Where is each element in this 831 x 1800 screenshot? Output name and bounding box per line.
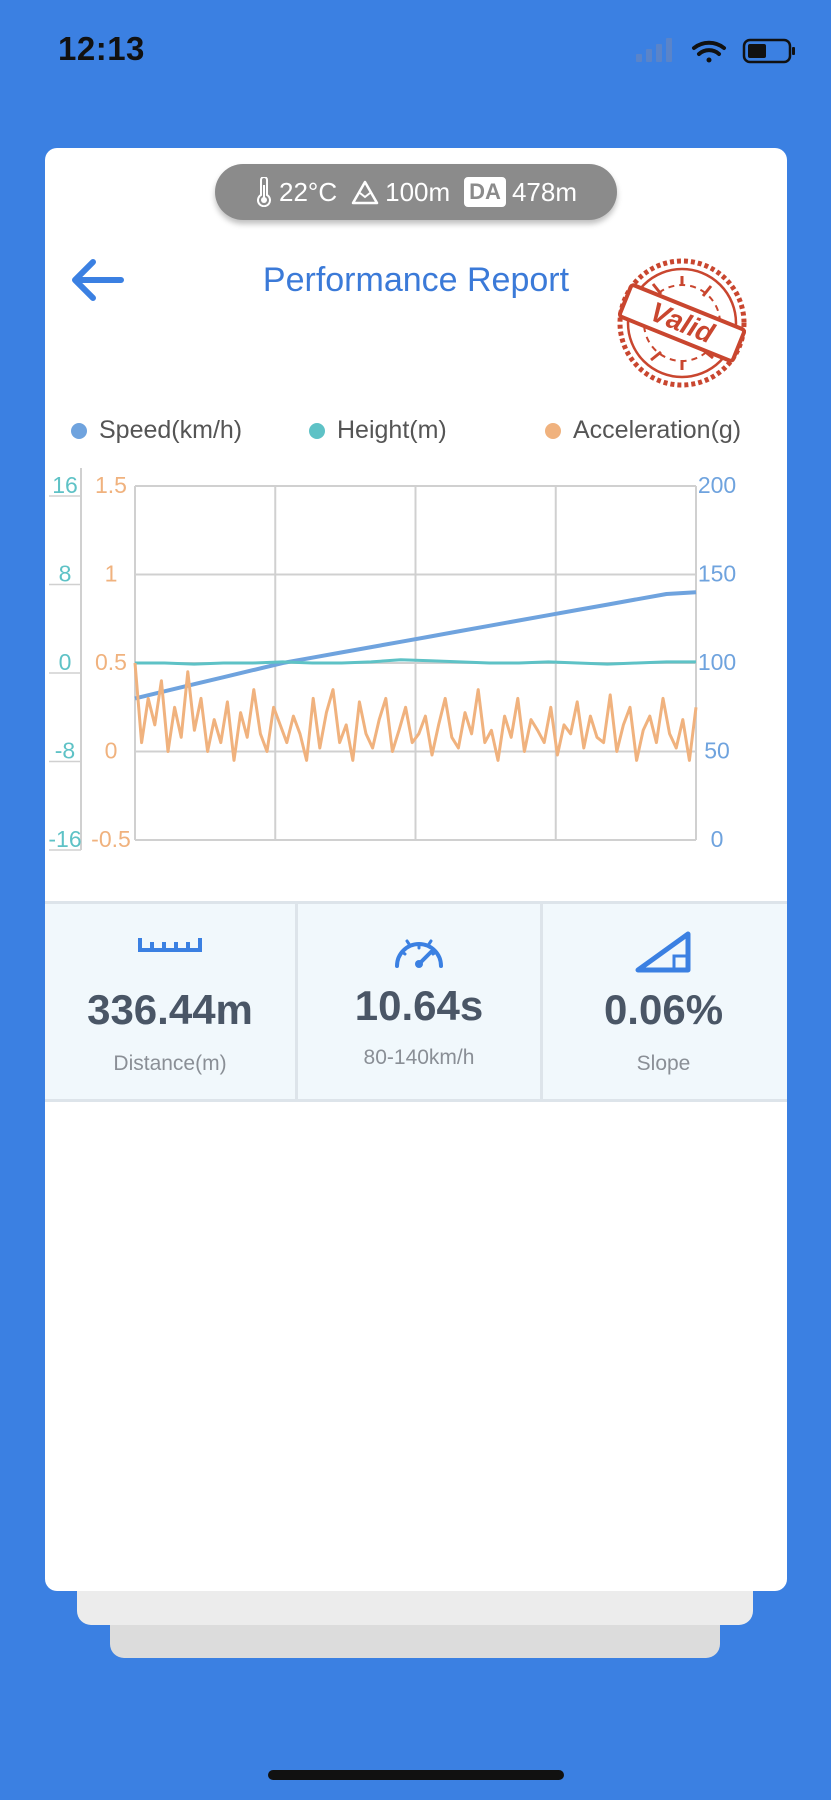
- altitude-item: 100m: [351, 177, 450, 208]
- chart-legend: Speed(km/h) Height(m) Acceleration(g): [45, 416, 787, 456]
- status-icons: [636, 38, 795, 64]
- temperature-item: 22°C: [255, 177, 337, 208]
- home-indicator[interactable]: [268, 1770, 564, 1780]
- altitude-value: 100m: [385, 176, 451, 207]
- height-tick-label: -8: [55, 738, 75, 764]
- speed-tick-label: 150: [698, 561, 736, 587]
- acceleration-tick-label: 0.5: [95, 649, 127, 675]
- distance-label: Distance(m): [113, 1052, 227, 1075]
- density-altitude-value: 478m: [511, 176, 577, 207]
- performance-chart: 16 8 0 -8 -16 1.5 1 0.5 0 -0.5 200 150 100 50 0: [48, 468, 736, 852]
- slope-label: Slope: [636, 1052, 691, 1075]
- speedometer-icon: [395, 939, 443, 968]
- speed-tick-label: 50: [704, 738, 730, 764]
- back-arrow-icon[interactable]: [67, 256, 125, 304]
- page-title: Performance Report: [262, 261, 570, 299]
- da-badge: DA: [464, 177, 506, 207]
- legend-dot-speed: [71, 422, 87, 439]
- slope-icon: [635, 931, 690, 973]
- density-altitude-item: DA 478m: [464, 177, 577, 208]
- legend-label-acceleration: Acceleration(g): [573, 416, 742, 444]
- mountain-icon: [351, 180, 379, 205]
- wifi-icon: [692, 40, 726, 63]
- ruler-icon: [138, 938, 202, 952]
- height-tick-label: 16: [52, 472, 78, 498]
- legend-dot-height: [309, 422, 325, 439]
- thermometer-icon: [257, 177, 271, 207]
- legend-label-height: Height(m): [337, 416, 447, 444]
- series-line-acceleration: [133, 662, 698, 762]
- temperature-value: 22°C: [279, 176, 338, 207]
- legend-item-speed: Speed(km/h): [71, 416, 242, 445]
- time-label: 80-140km/h: [363, 1046, 475, 1069]
- series-line-height: [135, 658, 696, 666]
- acceleration-tick-label: 0: [105, 738, 118, 764]
- slope-value: 0.06%: [603, 986, 724, 1033]
- series-line-speed: [134, 590, 697, 701]
- height-tick-label: 0: [59, 649, 72, 675]
- legend-item-height: Height(m): [309, 416, 447, 445]
- report-card: 22°C 100m DA 478m Performance Report Val…: [45, 148, 787, 1591]
- speed-tick-label: 200: [698, 472, 736, 498]
- stats-panel: 336.44m Distance(m) 10.64s 80-140km/h 0.…: [45, 901, 787, 1102]
- speed-tick-label: 100: [698, 649, 736, 675]
- legend-dot-acceleration: [545, 422, 561, 439]
- acceleration-tick-label: 1: [105, 561, 118, 587]
- stat-time: 10.64s 80-140km/h: [295, 904, 540, 1099]
- stat-slope: 0.06% Slope: [540, 904, 784, 1099]
- height-tick-label: 8: [59, 561, 72, 587]
- conditions-pill: 22°C 100m DA 478m: [215, 164, 617, 220]
- height-tick-label: -16: [48, 826, 81, 852]
- cellular-signal-icon: [636, 38, 672, 62]
- acceleration-tick-label: -0.5: [91, 826, 131, 852]
- battery-icon: [742, 38, 795, 64]
- legend-item-acceleration: Acceleration(g): [545, 416, 741, 445]
- status-time: 12:13: [58, 30, 145, 67]
- stat-distance: 336.44m Distance(m): [45, 904, 295, 1099]
- valid-stamp: Valid: [617, 258, 747, 388]
- distance-value: 336.44m: [87, 986, 253, 1033]
- acceleration-tick-label: 1.5: [95, 472, 127, 498]
- speed-tick-label: 0: [711, 826, 724, 852]
- time-value: 10.64s: [354, 982, 484, 1029]
- legend-label-speed: Speed(km/h): [99, 416, 243, 444]
